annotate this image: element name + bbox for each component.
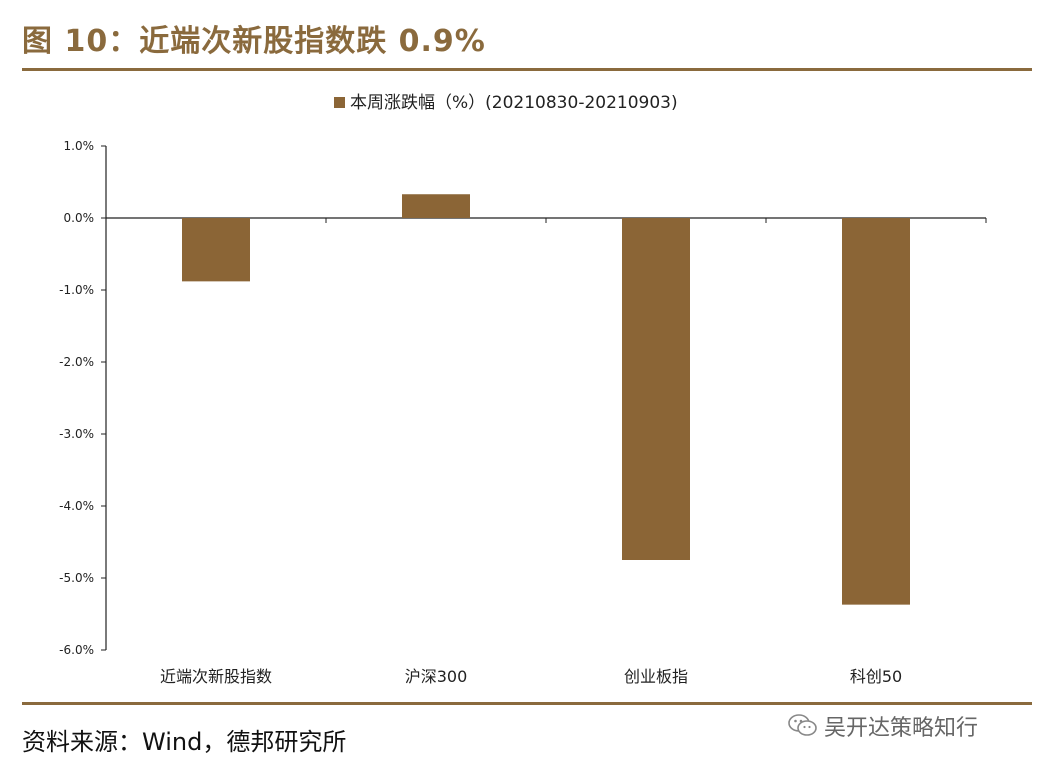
- source-note: 资料来源：Wind，德邦研究所: [22, 728, 347, 756]
- bar-chart: 本周涨跌幅（%）(20210830-20210903) 1.0% 0.0% -1.0…: [59, 93, 987, 686]
- legend-swatch: [334, 97, 345, 108]
- category-label: 近端次新股指数: [160, 667, 272, 686]
- legend: 本周涨跌幅（%）(20210830-20210903): [334, 93, 678, 113]
- bar: [402, 194, 470, 218]
- bars: [182, 194, 910, 605]
- y-tick-label: -3.0%: [59, 427, 94, 441]
- y-tick-label: -1.0%: [59, 283, 94, 297]
- bar: [182, 218, 250, 282]
- category-label: 科创50: [850, 667, 902, 686]
- y-tick-label: -4.0%: [59, 499, 94, 513]
- y-tick-label: -5.0%: [59, 571, 94, 585]
- footer-divider: [22, 702, 1032, 705]
- y-axis: 1.0% 0.0% -1.0% -2.0% -3.0% -4.0% -5.0% -6.0%: [59, 139, 107, 657]
- category-label: 沪深300: [405, 667, 468, 686]
- brand-watermark: 吴开达策略知行: [788, 710, 978, 742]
- y-tick-label: 0.0%: [64, 211, 95, 225]
- y-tick-label: -6.0%: [59, 643, 94, 657]
- wechat-icon: [788, 713, 818, 739]
- bar: [842, 218, 910, 605]
- y-tick-label: 1.0%: [64, 139, 95, 153]
- legend-label: 本周涨跌幅（%）(20210830-20210903): [350, 93, 678, 113]
- brand-name: 吴开达策略知行: [824, 716, 979, 741]
- y-tick-label: -2.0%: [59, 355, 94, 369]
- title-divider: [22, 68, 1032, 71]
- x-axis: 近端次新股指数 沪深300 创业板指 科创50: [105, 217, 987, 686]
- bar: [622, 218, 690, 560]
- category-label: 创业板指: [624, 667, 688, 686]
- page-title: 图 10：近端次新股指数跌 0.9%: [22, 24, 486, 59]
